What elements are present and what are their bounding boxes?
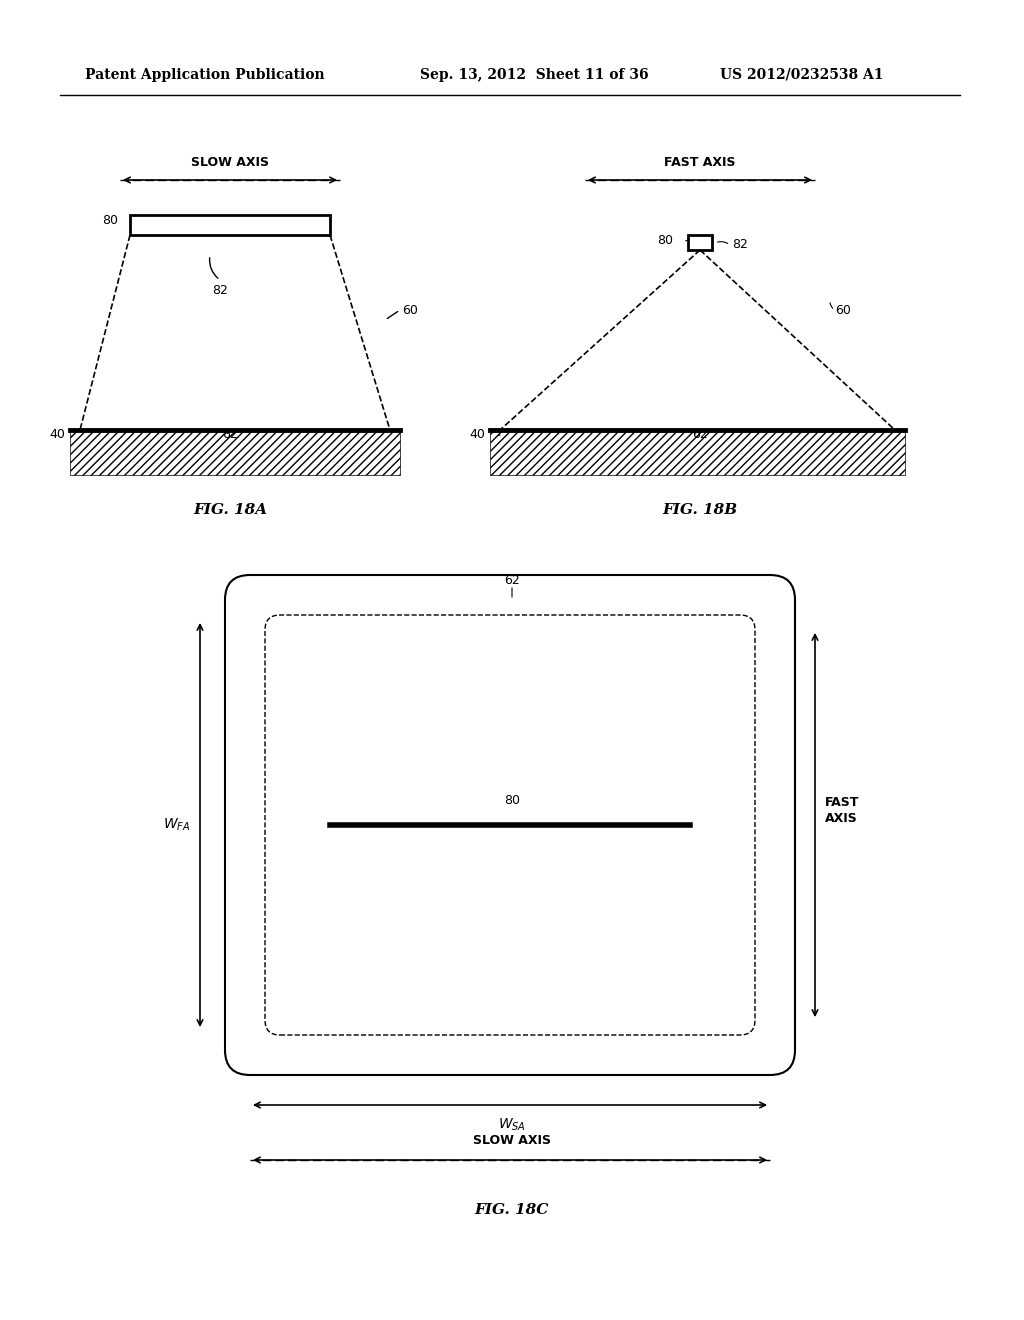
Bar	[130, 215, 330, 235]
Text: SLOW AXIS: SLOW AXIS	[191, 157, 269, 169]
Text: FAST AXIS: FAST AXIS	[665, 157, 736, 169]
Text: 82: 82	[212, 284, 228, 297]
Text: 40: 40	[469, 429, 485, 441]
Bar	[70, 430, 400, 475]
Text: 80: 80	[657, 234, 673, 247]
FancyBboxPatch shape	[225, 576, 795, 1074]
Text: $W_{FA}$: $W_{FA}$	[163, 817, 190, 833]
Text: 80: 80	[504, 793, 520, 807]
Text: FIG. 18C: FIG. 18C	[475, 1203, 549, 1217]
Text: US 2012/0232538 A1: US 2012/0232538 A1	[720, 69, 884, 82]
Text: 60: 60	[402, 304, 418, 317]
Text: FIG. 18B: FIG. 18B	[663, 503, 737, 517]
Text: 80: 80	[102, 214, 118, 227]
Text: 40: 40	[49, 429, 65, 441]
Text: 82: 82	[732, 239, 748, 252]
Bar	[688, 235, 712, 249]
Text: SLOW AXIS: SLOW AXIS	[473, 1134, 551, 1147]
Text: Patent Application Publication: Patent Application Publication	[85, 69, 325, 82]
Text: 62: 62	[692, 429, 708, 441]
Text: $W_{SA}$: $W_{SA}$	[498, 1117, 526, 1133]
Text: 62: 62	[504, 573, 520, 586]
Text: 62: 62	[222, 429, 238, 441]
Text: Sep. 13, 2012  Sheet 11 of 36: Sep. 13, 2012 Sheet 11 of 36	[420, 69, 648, 82]
Bar	[490, 430, 905, 475]
Text: FIG. 18A: FIG. 18A	[193, 503, 267, 517]
Text: 60: 60	[835, 304, 851, 317]
Text: FAST
AXIS: FAST AXIS	[825, 796, 859, 825]
